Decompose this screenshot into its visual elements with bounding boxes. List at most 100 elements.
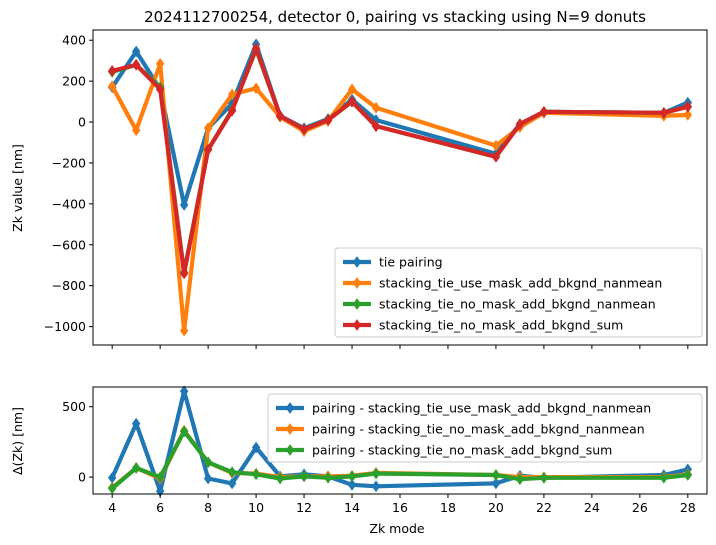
bottom-series-0-point — [347, 478, 357, 491]
top-series-3-point — [179, 267, 189, 280]
x-tick-label: 18 — [440, 500, 456, 515]
top-legend-label-1: stacking_tie_use_mask_add_bkgnd_nanmean — [379, 276, 662, 291]
bottom-series-2-point — [347, 470, 357, 483]
top-y-tick-label: −1000 — [44, 319, 86, 334]
bottom-legend: pairing - stacking_tie_use_mask_add_bkgn… — [267, 393, 703, 463]
bottom-series-0-point — [179, 385, 189, 398]
x-tick-label: 6 — [156, 500, 164, 515]
bottom-y-tick-label: 500 — [62, 399, 86, 414]
top-series-0-point — [179, 199, 189, 211]
bottom-series-2-point — [371, 467, 381, 480]
bottom-series-2-point — [323, 471, 333, 484]
x-tick-label: 16 — [392, 500, 408, 515]
top-series-1-point — [203, 122, 213, 135]
top-series-1-point — [347, 83, 357, 96]
top-series-3-point — [347, 95, 357, 108]
bottom-series-2-point — [539, 471, 549, 484]
top-legend: tie pairing stacking_tie_use_mask_add_bkg… — [334, 247, 703, 338]
top-y-axis-label: Zk value [nm] — [10, 144, 25, 232]
bottom-y-axis-label: Δ(Zk) [nm] — [10, 407, 25, 475]
bottom-series-2-point — [179, 425, 189, 438]
top-series-3-point — [491, 150, 501, 163]
top-series-1-point — [179, 324, 189, 337]
bottom-series-2-point — [275, 472, 285, 485]
top-series-3-point — [659, 106, 669, 119]
top-subplot: −1000 −800 −600 −400 −200 0 200 400 tie pairing s… — [44, 29, 708, 349]
x-axis-label: Zk mode — [369, 521, 425, 536]
top-series-1-point — [491, 139, 501, 152]
bottom-subplot: 4 6 8 10 12 14 16 18 20 22 24 26 28 0 500 pairing - sta… — [62, 385, 708, 515]
bottom-legend-label-0: pairing - stacking_tie_use_mask_add_bkgn… — [312, 401, 651, 416]
top-series-3-point — [275, 110, 285, 122]
top-series-1-point — [131, 124, 141, 137]
top-series-3-point — [155, 83, 165, 96]
top-series-3-point — [203, 143, 213, 156]
bottom-series-2-point — [251, 468, 261, 481]
x-tick-label: 12 — [296, 500, 312, 515]
top-series-3-point — [539, 105, 549, 118]
x-tick-label: 20 — [488, 500, 504, 515]
x-tick-label: 26 — [632, 500, 648, 515]
x-tick-label: 22 — [536, 500, 552, 515]
bottom-legend-marker-2 — [285, 444, 295, 456]
top-legend-label-3: stacking_tie_no_mask_add_bkgnd_sum — [379, 318, 623, 333]
top-series-3-point — [683, 100, 693, 113]
top-legend-marker-1 — [352, 277, 362, 289]
bottom-legend-label-1: pairing - stacking_tie_no_mask_add_bkgnd… — [312, 422, 645, 437]
top-y-tick-label: 200 — [62, 74, 86, 89]
x-tick-label: 10 — [248, 500, 264, 515]
x-tick-label: 28 — [680, 500, 696, 515]
bottom-series-0-point — [371, 480, 381, 493]
top-series-0-point — [131, 45, 141, 58]
top-legend-label-2: stacking_tie_no_mask_add_bkgnd_nanmean — [379, 297, 656, 312]
top-series-3-point — [251, 42, 261, 55]
top-legend-marker-0 — [352, 256, 362, 268]
bottom-y-tick-label: 0 — [78, 470, 86, 485]
top-series-3-point — [227, 104, 237, 117]
top-legend-marker-3 — [352, 319, 362, 331]
bottom-series-0-point — [251, 441, 261, 454]
top-series-3-point — [299, 123, 309, 136]
top-series-1-point — [683, 109, 693, 121]
top-series-1-point — [251, 82, 261, 95]
bottom-legend-box — [267, 393, 703, 463]
bottom-legend-marker-0 — [285, 402, 295, 414]
top-y-tick-label: 0 — [78, 115, 86, 130]
bottom-series-2-point — [659, 471, 669, 484]
top-series-line-0 — [110, 42, 690, 207]
top-series-1-point — [155, 57, 165, 70]
top-y-tick-label: 400 — [62, 33, 86, 48]
top-series-3-point — [107, 65, 117, 77]
top-series-1-point — [107, 80, 117, 93]
top-legend-box — [334, 247, 703, 338]
bottom-series-2-point — [203, 456, 213, 469]
bottom-legend-marker-1 — [285, 423, 295, 435]
top-series-3-point — [323, 114, 333, 126]
top-y-tick-label: −200 — [52, 155, 86, 170]
bottom-series-2-point — [491, 469, 501, 481]
top-series-1-point — [371, 101, 381, 114]
bottom-series-2-point — [515, 473, 525, 486]
bottom-series-0-point — [491, 477, 501, 490]
bottom-series-0-point — [227, 477, 237, 490]
top-y-tick-label: −800 — [52, 278, 86, 293]
top-series-3-point — [515, 118, 525, 130]
chart-title: 2024112700254, detector 0, pairing vs st… — [144, 8, 646, 26]
x-tick-label: 14 — [344, 500, 360, 515]
top-series-3-point — [131, 58, 141, 71]
bottom-series-2-point — [155, 471, 165, 483]
bottom-legend-label-2: pairing - stacking_tie_no_mask_add_bkgnd… — [312, 443, 612, 458]
x-tick-label: 4 — [108, 500, 116, 515]
top-series-1-point — [227, 88, 237, 101]
top-legend-marker-2 — [352, 298, 362, 310]
bottom-series-0-point — [131, 417, 141, 430]
x-tick-label: 24 — [584, 500, 600, 515]
top-series-3-point — [371, 120, 381, 132]
top-y-tick-label: −600 — [52, 237, 86, 252]
bottom-series-2-point — [683, 469, 693, 481]
bottom-series-0-point — [203, 472, 213, 485]
bottom-series-2-point — [107, 482, 117, 495]
bottom-series-2-point — [131, 462, 141, 474]
bottom-series-2-point — [227, 466, 237, 479]
